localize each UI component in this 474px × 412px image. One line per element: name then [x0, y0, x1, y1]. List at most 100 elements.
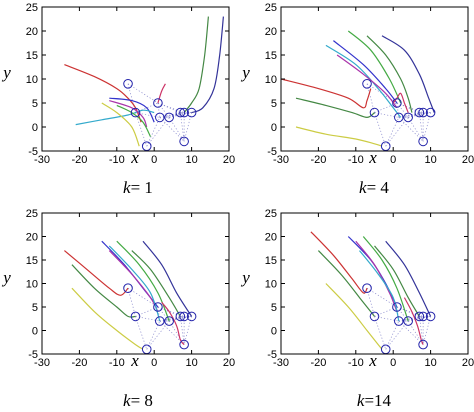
x-tick-label: 10 — [424, 357, 436, 369]
y-tick-label: 10 — [265, 279, 277, 291]
link-line — [398, 117, 424, 142]
y-tick-label: 25 — [265, 208, 277, 220]
series-line-2 — [325, 283, 383, 350]
x-axis-label: x — [368, 148, 377, 167]
link-line — [169, 112, 185, 118]
x-tick-label: 0 — [151, 357, 157, 369]
caption-value: = 4 — [367, 178, 390, 197]
agent-circle-9 — [179, 136, 189, 147]
series-line-5 — [108, 245, 161, 322]
caption-variable: k — [359, 178, 367, 197]
series-line-8 — [157, 83, 166, 104]
link-line — [408, 316, 420, 322]
link-line — [385, 117, 400, 147]
series-group — [64, 16, 224, 147]
x-axis-label: x — [368, 351, 377, 370]
y-tick-label: 0 — [32, 326, 38, 338]
panel-k14: -30 -20 -10 0 10 20 -5 0 5 10 15 20 25 x y k=14 — [240, 208, 474, 410]
series-line-8 — [142, 240, 193, 317]
series-line-9 — [161, 301, 185, 346]
x-tick-label: 0 — [390, 357, 396, 369]
link-line — [169, 316, 192, 322]
agent-circle-7 — [179, 107, 189, 118]
series-line-2 — [295, 126, 383, 147]
y-tick-label: 20 — [26, 232, 38, 244]
link-line — [135, 316, 148, 350]
link-line — [127, 287, 159, 308]
link-line — [408, 112, 424, 118]
x-tick-label: -20 — [310, 154, 326, 166]
x-tick-label: -10 — [109, 154, 125, 166]
agent-circle-3 — [153, 98, 163, 108]
agent-circle-5 — [164, 316, 174, 326]
x-tick-label: 10 — [185, 154, 197, 166]
x-tick-label: 0 — [151, 154, 157, 166]
series-line-6 — [362, 236, 409, 322]
y-tick-label: -5 — [28, 349, 38, 361]
panel-caption: k=14 — [357, 391, 392, 410]
y-tick-label: 5 — [271, 98, 277, 110]
agent-circle-0 — [123, 79, 133, 89]
series-group — [281, 30, 435, 147]
agent-circle-4 — [394, 316, 404, 326]
agent-circle-3 — [392, 98, 402, 108]
series-line-4 — [116, 104, 152, 137]
x-tick-label: 0 — [390, 154, 396, 166]
series-line-0 — [310, 231, 368, 294]
series-line-5 — [359, 250, 400, 322]
y-tick-label: 15 — [26, 255, 38, 267]
agent-circle-4 — [155, 112, 165, 123]
series-line-0 — [64, 64, 142, 123]
x-tick-label: -20 — [71, 154, 87, 166]
series-line-3 — [109, 100, 148, 128]
caption-value: = 8 — [131, 391, 153, 410]
y-tick-label: 15 — [26, 50, 38, 62]
y-tick-label: -5 — [267, 349, 277, 361]
y-axis-label: y — [1, 63, 11, 82]
agent-circle-9 — [418, 339, 428, 350]
link-line — [374, 316, 387, 350]
y-tick-label: 25 — [26, 208, 38, 220]
agent-circle-7 — [179, 311, 189, 322]
x-tick-label: -20 — [71, 357, 87, 369]
x-tick-label: 10 — [185, 357, 197, 369]
agent-circle-6 — [175, 311, 186, 322]
link-line — [127, 83, 159, 104]
link-line — [146, 320, 161, 350]
panel-caption: k= 4 — [359, 178, 389, 197]
y-tick-label: 0 — [271, 122, 277, 134]
x-tick-label: -10 — [109, 357, 125, 369]
x-tick-label: 20 — [223, 154, 235, 166]
caption-value: =14 — [364, 391, 391, 410]
panel-k8: -30 -20 -10 0 10 20 -5 0 5 10 15 20 25 x y k= 8 — [1, 208, 235, 410]
y-tick-label: 0 — [271, 326, 277, 338]
agent-circle-8 — [425, 107, 436, 118]
link-line — [374, 306, 398, 317]
series-line-8 — [381, 35, 435, 113]
x-tick-label: -30 — [34, 154, 50, 166]
axes-frame — [41, 212, 230, 355]
agent-circle-5 — [403, 112, 413, 123]
agent-circle-8 — [425, 311, 436, 322]
series-line-1 — [109, 97, 155, 123]
y-tick-label: 5 — [32, 98, 38, 110]
axes-frame — [280, 6, 469, 152]
series-line-1 — [317, 250, 375, 317]
link-line — [169, 112, 192, 118]
agent-circle-9 — [179, 339, 189, 350]
link-line — [408, 316, 431, 322]
series-line-6 — [347, 30, 402, 104]
series-group — [64, 240, 193, 350]
link-line — [396, 102, 400, 118]
y-tick-label: 25 — [26, 2, 38, 14]
agent-circle-1 — [130, 311, 141, 322]
x-tick-label: 10 — [424, 154, 436, 166]
y-tick-label: 25 — [265, 2, 277, 14]
agent-circle-7 — [418, 107, 428, 118]
y-axis-label: y — [240, 63, 250, 82]
link-line — [169, 316, 181, 322]
x-tick-label: 20 — [462, 357, 474, 369]
agent-circle-4 — [155, 316, 165, 326]
y-tick-label: -5 — [267, 146, 277, 158]
agent-circle-0 — [123, 283, 133, 294]
